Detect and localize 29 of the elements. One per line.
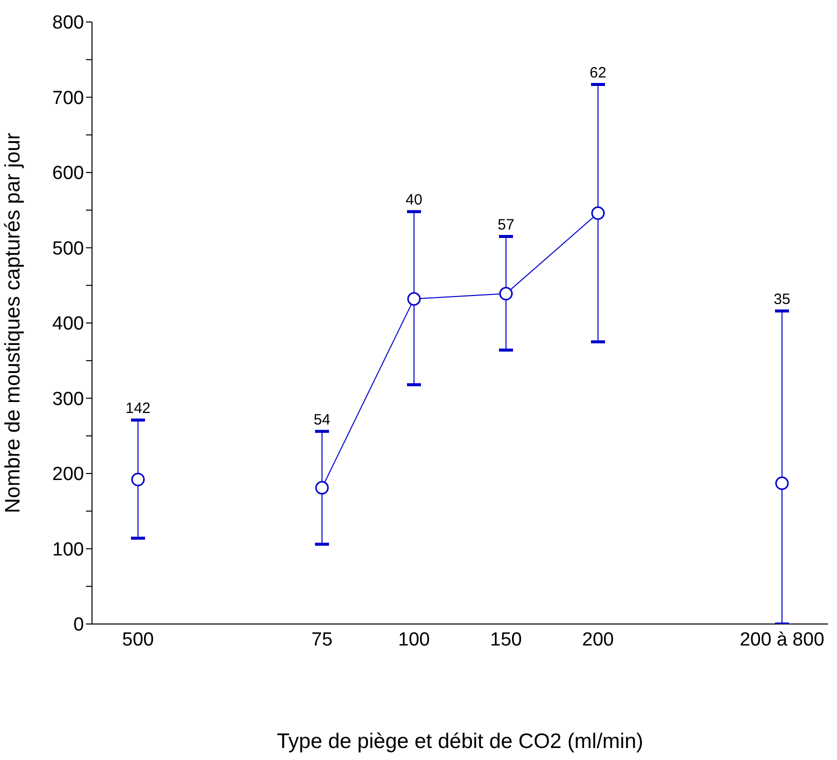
point xyxy=(131,472,145,486)
point xyxy=(499,286,513,300)
annotation: 142 xyxy=(125,400,151,418)
x-tick-label: 200 à 800 xyxy=(740,629,824,650)
y-tick-label: 600 xyxy=(52,163,84,184)
annotation: 35 xyxy=(774,290,790,308)
y-tick-label: 300 xyxy=(52,388,84,410)
point xyxy=(775,476,789,490)
x-axis-title: Type de piège et débit de CO2 (ml/min) xyxy=(276,730,644,753)
y-tick-label: 500 xyxy=(52,238,84,260)
y-axis-title: Nombre de moustiques capturés par jour xyxy=(1,132,24,514)
point xyxy=(407,292,421,306)
x-tick-label: 500 xyxy=(122,629,154,650)
y-tick-label: 400 xyxy=(52,314,84,335)
x-tick-label: 75 xyxy=(311,629,333,650)
y-tick-label: 100 xyxy=(52,539,84,560)
y-tick-label: 0 xyxy=(73,614,84,636)
x-tick-label: 150 xyxy=(490,629,522,650)
annotation: 62 xyxy=(590,64,606,82)
x-tick-label: 200 xyxy=(582,629,614,650)
annotation: 54 xyxy=(314,411,330,428)
x-tick-label: 100 xyxy=(398,629,430,650)
annotation: 57 xyxy=(498,216,514,234)
y-tick-label: 700 xyxy=(52,88,84,109)
annotation: 40 xyxy=(406,192,422,209)
y-tick-label: 800 xyxy=(52,12,84,34)
point xyxy=(315,481,329,495)
y-tick-label: 200 xyxy=(52,464,84,486)
point xyxy=(591,206,605,220)
